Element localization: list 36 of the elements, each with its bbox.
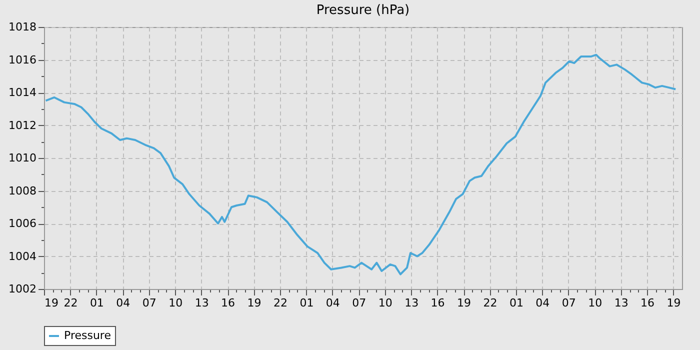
legend-label: Pressure [64,329,112,342]
x-tick-label: 19 [666,296,681,310]
x-tick-label: 01 [300,296,314,310]
y-tick-label: 1016 [8,53,36,66]
x-tick-label: 13 [194,296,209,310]
y-tick-label: 1008 [8,184,36,198]
x-tick-label: 10 [588,296,602,310]
x-tick-label: 13 [614,296,628,310]
x-tick-label: 04 [116,296,130,310]
x-tick-label: 19 [457,296,472,310]
x-tick-label: 07 [562,296,576,310]
x-tick-label: 07 [352,296,366,310]
y-tick-label: 1006 [8,217,36,230]
x-tick-label: 19 [44,296,58,310]
y-tick-label: 1002 [8,282,36,296]
x-tick-label: 04 [326,296,340,310]
y-tick-label: 1018 [8,20,36,34]
x-tick-label: 10 [378,296,392,310]
y-tick-label: 1012 [8,118,36,132]
x-tick-label: 16 [430,296,445,310]
x-tick-label: 16 [640,296,655,310]
x-tick-label: 16 [221,296,236,310]
x-tick-label: 01 [509,296,524,310]
x-tick-label: 10 [168,296,183,310]
chart-title: Pressure (hPa) [316,3,410,18]
x-tick-label: 13 [404,296,419,310]
y-tick-label: 1010 [8,152,36,164]
x-tick-label: 04 [536,296,550,310]
x-tick-label: 01 [90,296,104,310]
x-tick-label: 19 [247,296,262,310]
y-tick-label: 1004 [8,250,36,263]
x-tick-label: 22 [64,296,78,310]
x-tick-label: 07 [142,296,156,310]
y-tick-label: 1014 [8,86,36,99]
x-tick-label: 22 [483,296,498,310]
x-tick-label: 22 [273,296,288,310]
